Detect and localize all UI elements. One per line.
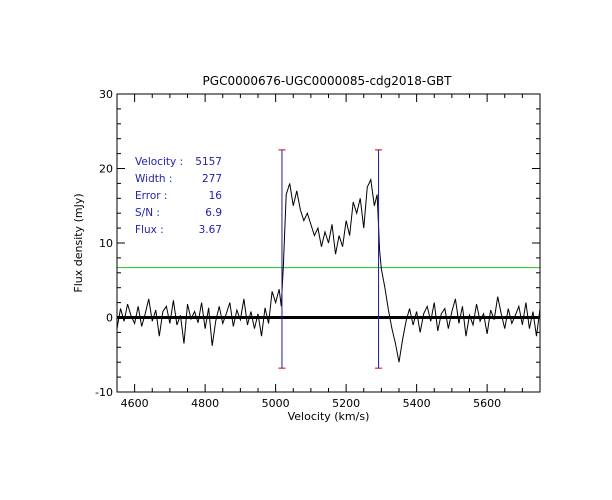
chart-title: PGC0000676-UGC0000085-cdg2018-GBT	[203, 74, 453, 88]
info-value: 5157	[195, 156, 222, 168]
info-label: S/N :	[135, 207, 160, 219]
x-tick-label: 4800	[191, 397, 219, 410]
x-tick-label: 5000	[262, 397, 290, 410]
info-value: 3.67	[199, 224, 222, 236]
y-tick-label: 30	[99, 88, 113, 101]
info-value: 16	[209, 190, 223, 202]
plot-area	[116, 149, 541, 369]
marker-layer	[278, 149, 383, 369]
y-tick-label: 10	[99, 237, 113, 250]
info-label: Velocity :	[135, 156, 183, 168]
info-label: Error :	[135, 190, 167, 202]
x-tick-label: 5600	[473, 397, 501, 410]
info-value: 277	[202, 173, 222, 185]
y-tick-label: -10	[95, 386, 113, 399]
y-axis-label: Flux density (mJy)	[72, 193, 85, 292]
y-tick-label: 0	[106, 312, 113, 325]
x-axis-label: Velocity (km/s)	[288, 410, 370, 423]
tick-layer: 4600 4800 5000 5200 5400 5600 -10 0 10 20 30	[95, 88, 541, 410]
info-value: 6.9	[205, 207, 222, 219]
series-layer	[116, 177, 541, 363]
info-panel: Velocity : 5157 Width : 277 Error : 16 S/N : 6.…	[135, 156, 222, 236]
x-tick-label: 4600	[121, 397, 149, 410]
x-tick-label: 5200	[332, 397, 360, 410]
x-tick-label: 5400	[403, 397, 431, 410]
info-label: Width :	[135, 173, 172, 185]
y-tick-label: 20	[99, 163, 113, 176]
spectrum-line-0	[116, 177, 541, 363]
info-label: Flux :	[135, 224, 164, 236]
